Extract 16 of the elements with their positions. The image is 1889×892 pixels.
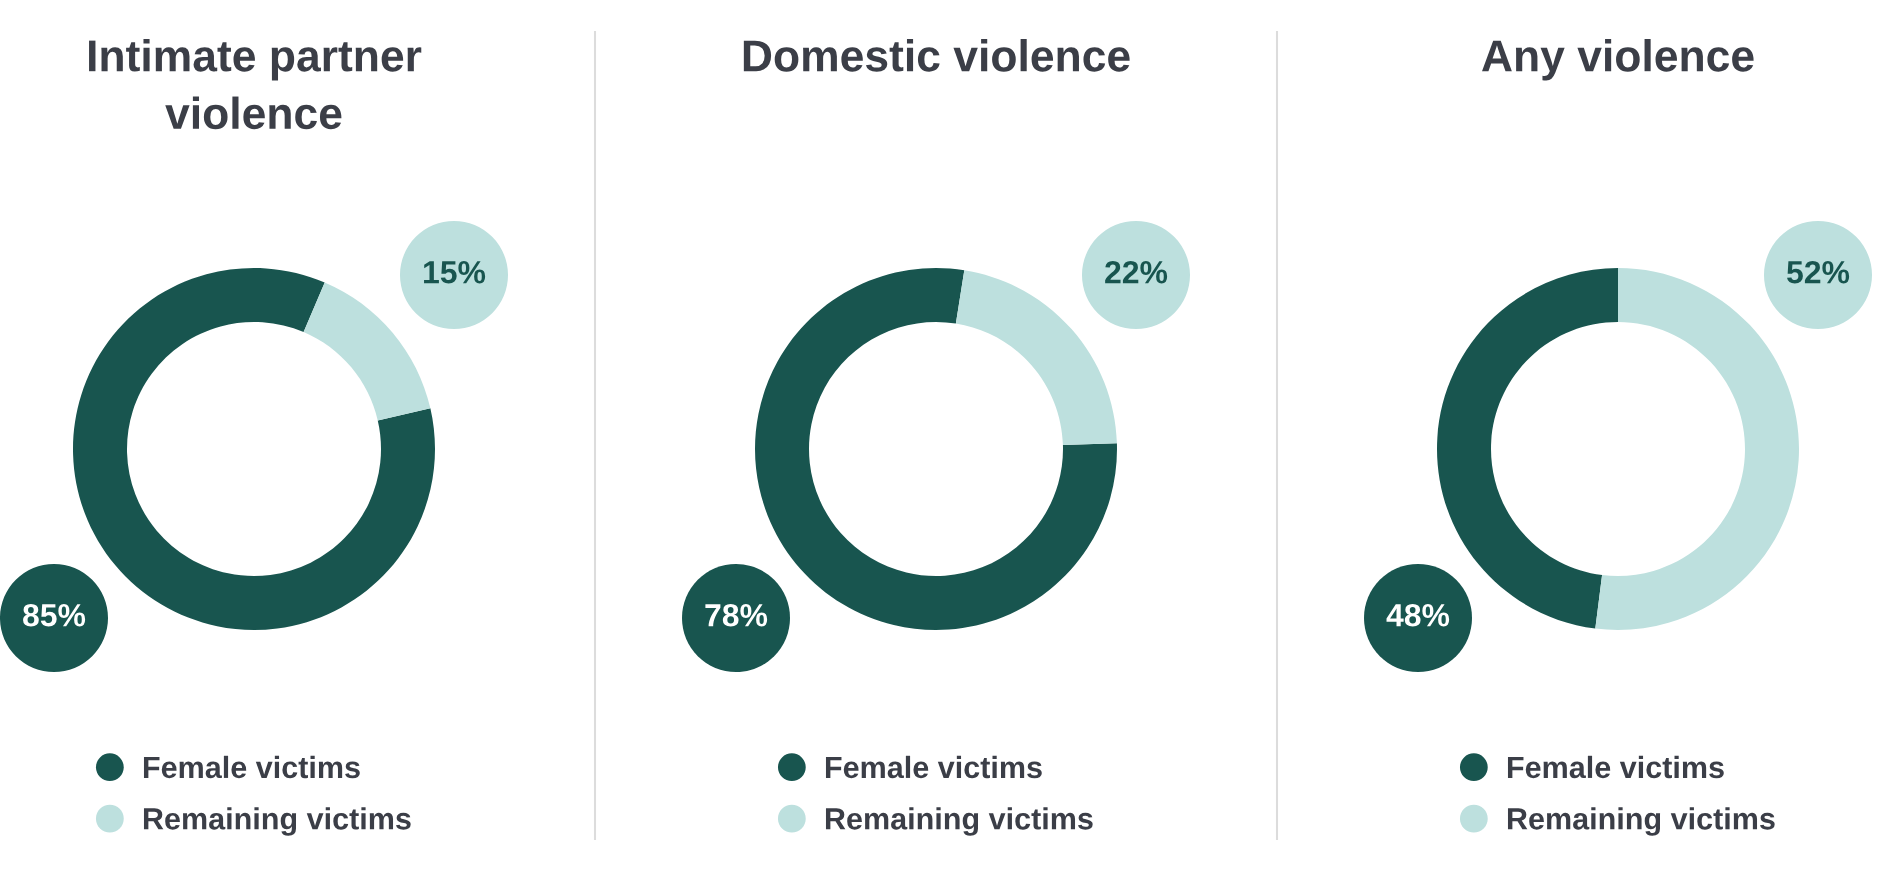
data-label: 48% xyxy=(1386,603,1450,627)
legend-label: Remaining victims xyxy=(825,807,1093,836)
donut-slice xyxy=(303,282,431,421)
legend-label: Remaining victims xyxy=(143,807,411,836)
data-label: 85% xyxy=(23,603,86,627)
chart-title: Intimate partner violence xyxy=(89,39,422,130)
data-label: 78% xyxy=(705,603,768,627)
chart-title: Any violence xyxy=(1482,39,1754,81)
chart-title: Domestic violence xyxy=(743,39,1130,72)
data-label: 15% xyxy=(424,261,486,284)
legend-label: Female victims xyxy=(1507,755,1724,779)
data-label: 22% xyxy=(1105,260,1168,284)
data-label: 52% xyxy=(1787,260,1850,284)
legend-label: Female victims xyxy=(825,755,1042,779)
legend-label: Female victims xyxy=(143,755,360,779)
legend-label: Remaining victims xyxy=(1507,807,1775,836)
